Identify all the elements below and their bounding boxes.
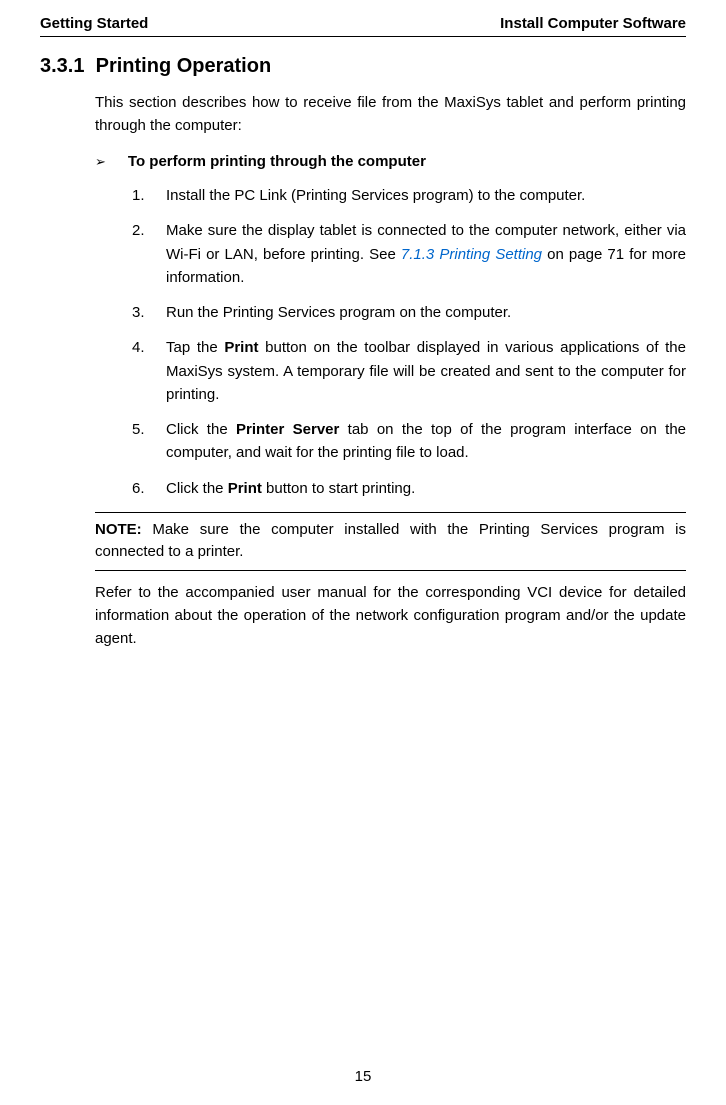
- section-number: 3.3.1: [40, 55, 84, 77]
- step-item: 6.Click the Print button to start printi…: [132, 477, 686, 500]
- step-item: 5.Click the Printer Server tab on the to…: [132, 418, 686, 465]
- arrow-bullet-icon: ➢: [95, 154, 106, 170]
- step-body: Run the Printing Services program on the…: [166, 301, 686, 324]
- note-label: NOTE:: [95, 521, 142, 538]
- header-left: Getting Started: [40, 15, 148, 32]
- step-text: Install the PC Link (Printing Services p…: [166, 187, 585, 204]
- step-body: Make sure the display tablet is connecte…: [166, 219, 686, 289]
- step-number: 6.: [132, 477, 166, 500]
- step-item: 4.Tap the Print button on the toolbar di…: [132, 336, 686, 406]
- step-item: 1.Install the PC Link (Printing Services…: [132, 184, 686, 207]
- header-right: Install Computer Software: [500, 15, 686, 32]
- step-item: 2.Make sure the display tablet is connec…: [132, 219, 686, 289]
- section-title: Printing Operation: [96, 55, 272, 77]
- closing-paragraph: Refer to the accompanied user manual for…: [95, 581, 686, 651]
- subheading-text: To perform printing through the computer: [128, 153, 426, 170]
- note-text: Make sure the computer installed with th…: [95, 521, 686, 561]
- procedure-subheading: ➢ To perform printing through the comput…: [95, 153, 686, 170]
- step-text: Run the Printing Services program on the…: [166, 304, 511, 321]
- step-text: Click the: [166, 480, 228, 497]
- step-number: 5.: [132, 418, 166, 465]
- page-header: Getting Started Install Computer Softwar…: [40, 15, 686, 37]
- step-number: 3.: [132, 301, 166, 324]
- section-heading: 3.3.1 Printing Operation: [40, 55, 686, 78]
- steps-list: 1.Install the PC Link (Printing Services…: [40, 184, 686, 500]
- cross-reference-link[interactable]: 7.1.3 Printing Setting: [401, 246, 542, 263]
- bold-term: Printer Server: [236, 421, 339, 438]
- step-text: button to start printing.: [262, 480, 415, 497]
- note-box: NOTE: Make sure the computer installed w…: [95, 512, 686, 571]
- step-number: 2.: [132, 219, 166, 289]
- step-body: Tap the Print button on the toolbar disp…: [166, 336, 686, 406]
- page-number: 15: [0, 1068, 726, 1085]
- step-item: 3.Run the Printing Services program on t…: [132, 301, 686, 324]
- step-number: 1.: [132, 184, 166, 207]
- bold-term: Print: [224, 339, 258, 356]
- step-number: 4.: [132, 336, 166, 406]
- step-body: Click the Printer Server tab on the top …: [166, 418, 686, 465]
- bold-term: Print: [228, 480, 262, 497]
- step-body: Install the PC Link (Printing Services p…: [166, 184, 686, 207]
- step-text: Tap the: [166, 339, 224, 356]
- step-text: Click the: [166, 421, 236, 438]
- intro-paragraph: This section describes how to receive fi…: [95, 92, 686, 137]
- step-body: Click the Print button to start printing…: [166, 477, 686, 500]
